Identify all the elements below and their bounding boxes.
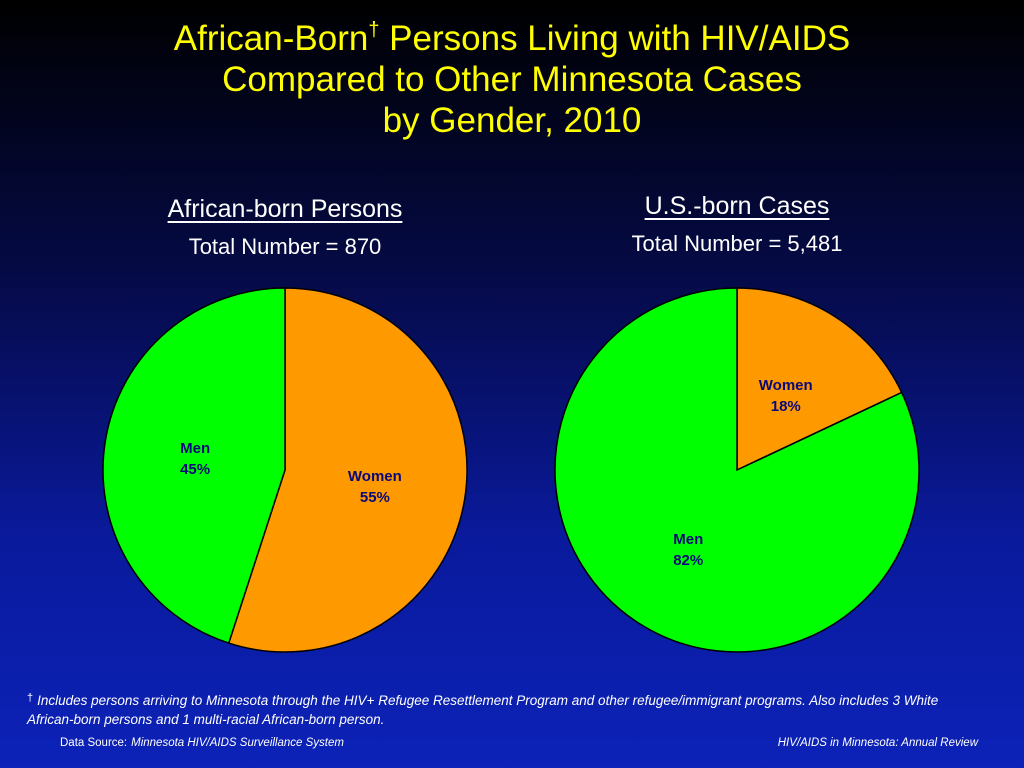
chart-title: African-born Persons <box>167 195 403 223</box>
data-source-label: Data Source: <box>60 737 128 749</box>
pie-slice-women <box>736 287 903 472</box>
chart-title: U.S.-born Cases <box>644 192 830 220</box>
pie-slice-men <box>554 287 920 653</box>
title-line-1: African-Born† Persons Living with HIV/AI… <box>173 19 851 58</box>
title-line-3: by Gender, 2010 <box>382 101 642 140</box>
slice-label-women: Women <box>759 377 813 394</box>
title-dagger: † <box>368 19 380 41</box>
slice-value-women: 55% <box>360 489 390 506</box>
african-born-pie-chart: Women 55% Men 45% <box>102 287 468 653</box>
pie-slice-men <box>102 287 286 645</box>
us-born-chart-header: U.S.-born Cases Total Number = 5,481 <box>587 192 887 257</box>
us-born-pie-chart: Women 18% Men 82% <box>554 287 920 653</box>
chart-total: Total Number = 5,481 <box>631 231 843 256</box>
pie-slice-women <box>227 287 468 653</box>
title-line-2: Compared to Other Minnesota Cases <box>222 60 802 99</box>
slice-value-women: 18% <box>771 398 801 415</box>
slice-label-men: Men <box>180 440 210 457</box>
slice-value-men: 82% <box>673 552 703 569</box>
footnote: † Includes persons arriving to Minnesota … <box>27 689 987 729</box>
slide-title: African-Born† Persons Living with HIV/AI… <box>0 18 1024 141</box>
data-source: Data Source: Minnesota HIV/AIDS Surveilla… <box>60 737 344 749</box>
slice-label-men: Men <box>673 531 703 548</box>
data-source-value: Minnesota HIV/AIDS Surveillance System <box>131 737 344 749</box>
footnote-dagger: † <box>27 692 34 704</box>
annual-review-label: HIV/AIDS in Minnesota: Annual Review <box>777 737 978 749</box>
footnote-text: Includes persons arriving to Minnesota t… <box>27 693 939 727</box>
slice-value-men: 45% <box>180 461 210 478</box>
chart-total: Total Number = 870 <box>188 234 382 259</box>
slice-label-women: Women <box>348 468 402 485</box>
african-born-chart-header: African-born Persons Total Number = 870 <box>135 195 435 260</box>
